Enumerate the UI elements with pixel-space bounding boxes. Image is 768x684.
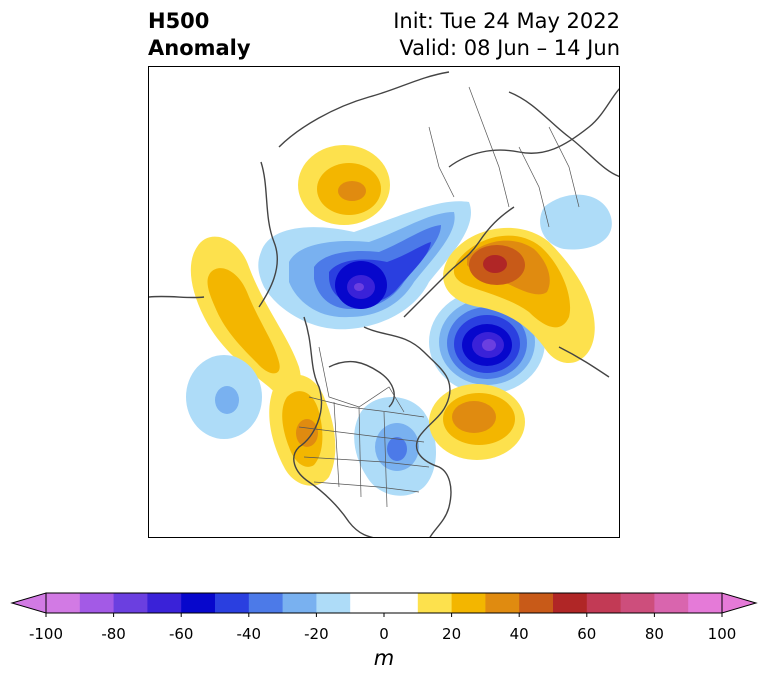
anomaly-alaska-ridge xyxy=(298,145,390,225)
borders xyxy=(298,86,580,508)
colorbar-tick-label: 80 xyxy=(644,625,664,643)
colorbar-segment xyxy=(620,593,655,613)
colorbar-min-extend xyxy=(10,592,47,614)
colorbar-tick-label: 20 xyxy=(442,625,462,643)
title-field: Anomaly xyxy=(148,36,251,60)
anomaly-arctic-trough xyxy=(258,201,471,330)
colorbar-segment xyxy=(350,593,385,613)
colorbar-segment xyxy=(451,593,486,613)
colorbar-tick-label: 100 xyxy=(707,625,737,643)
anomaly-great-lakes-trough xyxy=(354,397,437,496)
anomaly-pacific-ridge xyxy=(190,236,301,398)
colorbar-segment xyxy=(282,593,317,613)
colorbar-segment xyxy=(519,593,554,613)
colorbar-segment xyxy=(384,593,419,613)
colorbar-segment xyxy=(485,593,520,613)
colorbar xyxy=(10,592,758,617)
anomaly-east-pacific-trough xyxy=(186,355,262,439)
init-date: Init: Tue 24 May 2022 xyxy=(393,9,620,33)
colorbar-segment xyxy=(553,593,588,613)
colorbar-tick-label: -80 xyxy=(101,625,126,643)
colorbar-segment xyxy=(586,593,622,613)
colorbar-unit: m xyxy=(373,646,395,670)
colorbar-tick-label: -20 xyxy=(304,625,329,643)
anomaly-greenland-trough xyxy=(429,290,545,394)
valid-dates: Valid: 08 Jun – 14 Jun xyxy=(399,36,620,60)
colorbar-max-extend xyxy=(721,592,758,614)
title-variable: H500 xyxy=(148,9,210,33)
colorbar-segment xyxy=(147,593,182,613)
colorbar-tick-label: 40 xyxy=(509,625,529,643)
colorbar-tick-label: -40 xyxy=(236,625,262,643)
colorbar-segment xyxy=(688,593,723,613)
colorbar-segment xyxy=(316,593,351,613)
colorbar-segment xyxy=(248,593,284,613)
colorbar-segment xyxy=(654,593,689,613)
colorbar-tick-label: -60 xyxy=(168,625,194,643)
colorbar-tick-label: -100 xyxy=(28,625,64,643)
anomaly-atlantic-ridge xyxy=(429,384,525,460)
anomaly-atlantic-trough xyxy=(540,194,612,250)
colorbar-segment xyxy=(79,593,115,613)
colorbar-tick-label: 60 xyxy=(577,625,597,643)
colorbar-segment xyxy=(215,593,250,613)
colorbar-tick-label: 0 xyxy=(379,625,389,643)
coastlines xyxy=(149,71,619,537)
chart-title: H500 Anomaly xyxy=(148,8,251,62)
colorbar-segment xyxy=(113,593,148,613)
colorbar-segment xyxy=(181,593,216,613)
map-canvas xyxy=(149,67,619,537)
colorbar-segment xyxy=(46,593,81,613)
anomaly-scandinavia-ridge xyxy=(443,227,595,364)
colorbar-segment xyxy=(417,593,453,613)
anomaly-map xyxy=(148,66,620,538)
chart-dates: Init: Tue 24 May 2022 Valid: 08 Jun – 14… xyxy=(393,8,620,62)
